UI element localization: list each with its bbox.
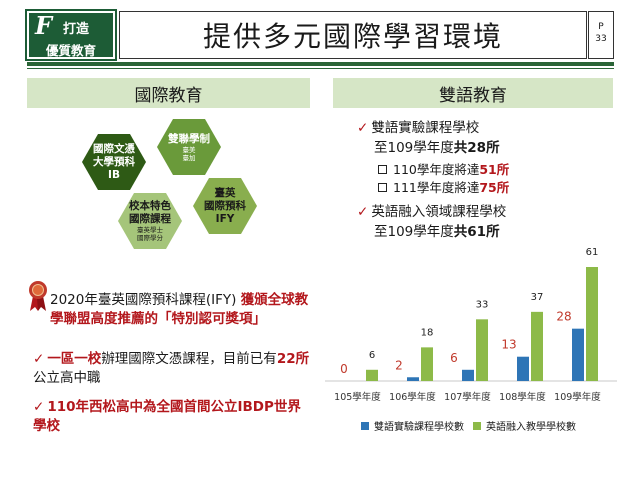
- sub-count: 75所: [479, 180, 510, 195]
- hex-text: 臺英: [214, 186, 236, 199]
- hex-text: 臺英學士: [137, 226, 163, 234]
- legend-label: 英語融入教學學校數: [486, 422, 576, 433]
- bar-english: [531, 311, 543, 381]
- bullet-text: 至109學年度: [374, 224, 454, 240]
- data-label: 13: [501, 338, 516, 352]
- data-label: 0: [340, 362, 348, 376]
- logo: F 打造 優質教育: [25, 9, 117, 61]
- ib-schools-count: 22所: [276, 351, 310, 367]
- bullet-bold: 共28所: [453, 140, 500, 156]
- page-number: 33: [595, 34, 607, 44]
- sub-text: 111學年度將達: [393, 180, 480, 195]
- legend-swatch-green: [473, 421, 481, 430]
- sub-item-110: 110學年度將達51所: [378, 161, 509, 178]
- data-label: 18: [421, 327, 434, 338]
- data-label: 37: [531, 292, 544, 303]
- data-label: 2: [395, 358, 403, 372]
- bilingual-bullet-1-line2: 至109學年度共28所: [374, 139, 500, 158]
- bilingual-bullet-2-line2: 至109學年度共61所: [374, 223, 500, 242]
- bar-bilingual: [572, 328, 584, 381]
- bar-bilingual: [462, 369, 474, 381]
- data-label: 61: [586, 247, 599, 258]
- bilingual-bullet-2: ✓ 英語融入領域課程學校: [357, 203, 506, 222]
- ib-schools-item: ✓ 一區一校辦理國際文憑課程，目前已有22所公立高中職: [33, 350, 313, 388]
- hex-text: 國際預科: [204, 199, 246, 212]
- hex-text: 雙聯學制: [168, 132, 210, 145]
- square-bullet-icon: [378, 165, 387, 174]
- hex-text: 校本特色: [129, 200, 171, 212]
- data-label: 6: [450, 351, 458, 365]
- title-box: 提供多元國際學習環境: [119, 11, 587, 59]
- sub-text: 110學年度將達: [393, 162, 480, 177]
- hexagon-ify: 臺英 國際預科 IFY: [193, 178, 257, 234]
- hex-text: IB: [108, 168, 120, 181]
- page-number-box: P 33: [588, 11, 614, 59]
- legend-label: 雙語實驗課程學校數: [374, 422, 464, 433]
- x-tick-label: 107學年度: [444, 391, 491, 403]
- x-tick-label: 109學年度: [554, 391, 601, 403]
- page-title: 提供多元國際學習環境: [202, 20, 503, 53]
- bullet-text: 英語融入領域課程學校: [371, 204, 507, 220]
- one-school-per-district: 一區一校: [47, 351, 102, 367]
- check-icon: ✓: [357, 204, 369, 220]
- section-title: 雙語教育: [439, 85, 507, 106]
- hexagon-school-based: 校本特色 國際課程 臺英學士 國際學分: [118, 193, 182, 249]
- hex-text: 國際學分: [137, 234, 163, 242]
- data-label: 28: [556, 310, 571, 324]
- legend-swatch-blue: [361, 421, 369, 430]
- bullet-text: 至109學年度: [374, 140, 454, 156]
- check-icon: ✓: [357, 120, 369, 136]
- data-label: 33: [476, 299, 489, 310]
- bar-english: [476, 319, 488, 381]
- x-tick-label: 105學年度: [334, 391, 381, 403]
- hex-text: 臺加: [182, 153, 196, 162]
- ibdp-item: ✓ 110年西松高中為全國首間公立IBDP世界學校: [33, 398, 313, 436]
- x-tick-label: 108學年度: [499, 391, 546, 403]
- award-ribbon-icon: [29, 281, 47, 311]
- square-bullet-icon: [378, 183, 387, 192]
- bullet-bold: 共61所: [453, 224, 500, 240]
- check-icon: ✓: [33, 399, 45, 415]
- hex-text: 臺美: [182, 145, 196, 154]
- logo-line1: 打造: [63, 22, 90, 37]
- section-bilingual: 雙語教育: [333, 78, 613, 108]
- bilingual-schools-chart: 105學年度 0 6 106學年度 2 18 107學年度 6 33 108學年度 13 37 109學…: [325, 247, 617, 403]
- ify-award-text: 2020年臺英國際預科課程(IFY) 獲頒全球教學聯盟高度推薦的「特別認可獎項」: [50, 291, 312, 329]
- section-title: 國際教育: [134, 85, 203, 106]
- header-rule-thin: [27, 68, 614, 69]
- legend-item-1: 雙語實驗課程學校數: [361, 418, 464, 433]
- hex-text: IFY: [215, 212, 235, 225]
- hex-text: 大學預科: [93, 155, 135, 168]
- ib-schools-tail: 公立高中職: [33, 370, 101, 386]
- sub-item-111: 111學年度將達75所: [378, 179, 509, 196]
- hexagon-ib: 國際文憑 大學預科 IB: [82, 134, 146, 190]
- x-tick-label: 106學年度: [389, 391, 436, 403]
- hexagon-dual-degree: 雙聯學制 臺美 臺加: [157, 119, 221, 175]
- bar-bilingual: [407, 377, 419, 381]
- hex-text: 國際課程: [129, 213, 171, 225]
- hex-text: 國際文憑: [93, 142, 135, 155]
- ibdp-text: 110年西松高中為全國首間公立IBDP世界學校: [33, 399, 301, 434]
- logo-letter: F: [35, 11, 53, 40]
- ify-normal-text: 2020年臺英國際預科課程(IFY): [50, 292, 241, 308]
- ify-award-red: 獲頒全球教學聯盟高度推薦的「特別認可獎項」: [50, 292, 309, 327]
- section-international: 國際教育: [27, 78, 310, 108]
- bilingual-bullet-1: ✓ 雙語實驗課程學校: [357, 119, 479, 138]
- sub-count: 51所: [479, 162, 510, 177]
- bullet-text: 雙語實驗課程學校: [371, 120, 480, 136]
- bar-english: [421, 347, 433, 381]
- bar-bilingual: [517, 356, 529, 381]
- data-label: 6: [369, 350, 375, 361]
- header-rule: [27, 62, 614, 66]
- bar-english: [586, 267, 598, 381]
- bar-english: [366, 369, 378, 381]
- legend-item-2: 英語融入教學學校數: [473, 418, 576, 433]
- page-label: P: [598, 22, 604, 32]
- logo-line2: 優質教育: [45, 43, 96, 58]
- ib-schools-text: 辦理國際文憑課程，目前已有: [101, 351, 277, 367]
- check-icon: ✓: [33, 351, 45, 367]
